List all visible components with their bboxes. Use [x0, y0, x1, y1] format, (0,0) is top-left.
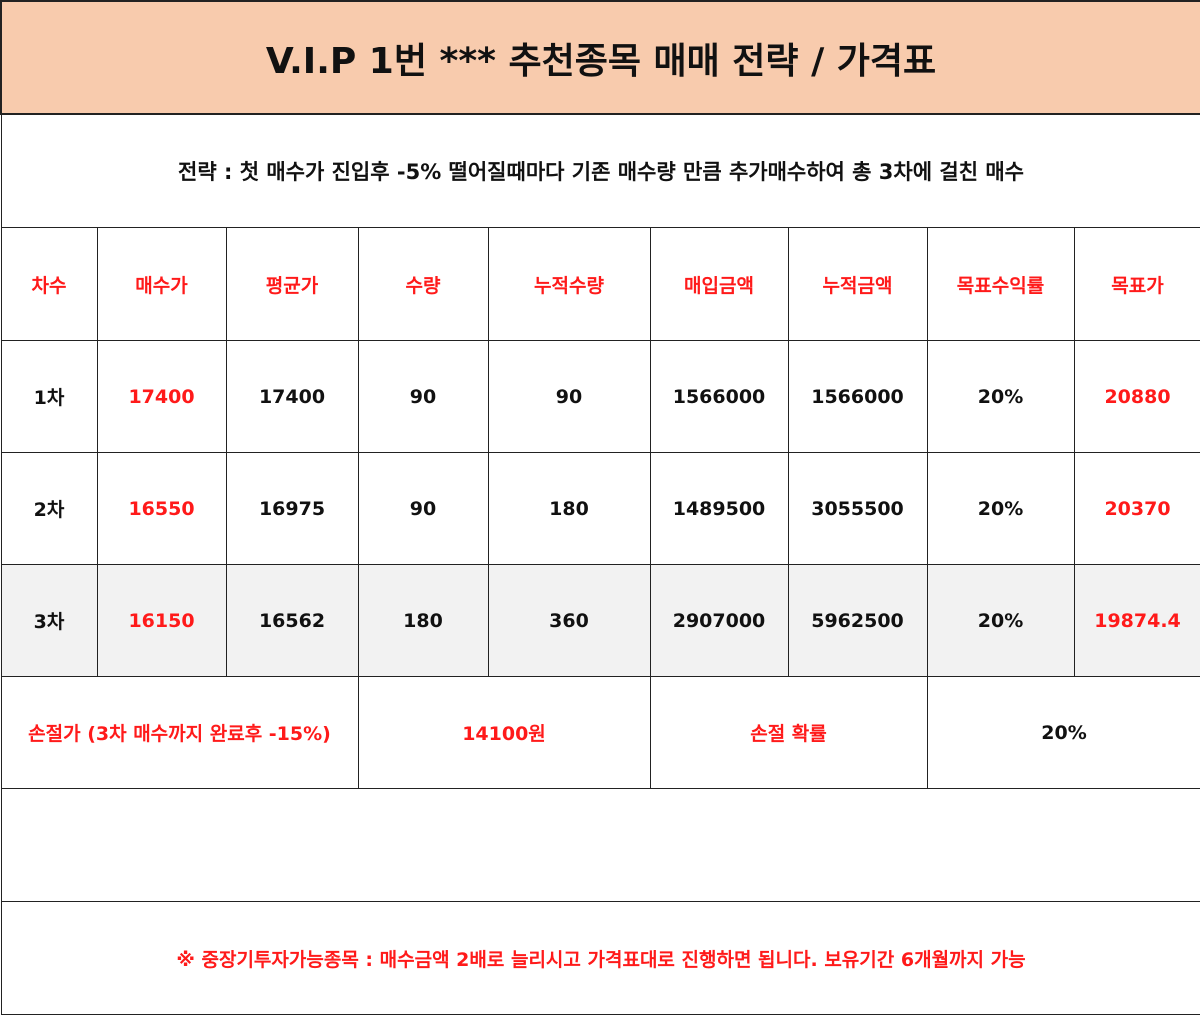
cell-qty: 90: [357, 452, 489, 565]
cell-cum-amount: 5962500: [787, 564, 928, 677]
cell-cum-amount: 3055500: [787, 452, 928, 565]
stoploss-prob-label: 손절 확률: [649, 676, 928, 789]
cell-buy-price: 17400: [96, 340, 227, 453]
cell-amount: 1566000: [649, 340, 789, 453]
table-row: 1차 17400 17400 90 90 1566000 1566000 20%…: [0, 340, 1200, 453]
header-cell: 누적수량: [487, 227, 651, 341]
header-cell: 누적금액: [787, 227, 928, 341]
cell-round: 3차: [0, 564, 98, 677]
strategy-text: 전략 : 첫 매수가 진입후 -5% 떨어질때마다 기존 매수량 만큼 추가매수…: [0, 113, 1200, 228]
stoploss-price: 14100원: [357, 676, 651, 789]
cell-amount: 1489500: [649, 452, 789, 565]
cell-target-price: 20880: [1073, 340, 1200, 453]
stoploss-prob-value: 20%: [926, 676, 1200, 789]
table-row: 3차 16150 16562 180 360 2907000 5962500 2…: [0, 564, 1200, 677]
stoploss-row: 손절가 (3차 매수까지 완료후 -15%) 14100원 손절 확률 20%: [0, 676, 1200, 789]
cell-target-price: 20370: [1073, 452, 1200, 565]
cell-target-rate: 20%: [926, 452, 1075, 565]
header-cell: 목표가: [1073, 227, 1200, 341]
cell-target-rate: 20%: [926, 340, 1075, 453]
table-row: 2차 16550 16975 90 180 1489500 3055500 20…: [0, 452, 1200, 565]
cell-avg-price: 16975: [225, 452, 359, 565]
header-cell: 차수: [0, 227, 98, 341]
cell-cum-amount: 1566000: [787, 340, 928, 453]
header-cell: 평균가: [225, 227, 359, 341]
header-row: 차수 매수가 평균가 수량 누적수량 매입금액 누적금액 목표수익률 목표가: [0, 227, 1200, 341]
cell-buy-price: 16550: [96, 452, 227, 565]
stoploss-label: 손절가 (3차 매수까지 완료후 -15%): [0, 676, 359, 789]
cell-buy-price: 16150: [96, 564, 227, 677]
header-cell: 목표수익률: [926, 227, 1075, 341]
page-title: V.I.P 1번 *** 추천종목 매매 전략 / 가격표: [0, 0, 1200, 115]
cell-target-price: 19874.4: [1073, 564, 1200, 677]
header-cell: 매입금액: [649, 227, 789, 341]
cell-avg-price: 16562: [225, 564, 359, 677]
header-cell: 수량: [357, 227, 489, 341]
cell-round: 2차: [0, 452, 98, 565]
cell-cum-qty: 180: [487, 452, 651, 565]
cell-qty: 180: [357, 564, 489, 677]
cell-target-rate: 20%: [926, 564, 1075, 677]
footer-note: ※ 중장기투자가능종목 : 매수금액 2배로 늘리시고 가격표대로 진행하면 됩…: [0, 901, 1200, 1015]
header-cell: 매수가: [96, 227, 227, 341]
cell-qty: 90: [357, 340, 489, 453]
cell-amount: 2907000: [649, 564, 789, 677]
cell-avg-price: 17400: [225, 340, 359, 453]
cell-cum-qty: 90: [487, 340, 651, 453]
cell-cum-qty: 360: [487, 564, 651, 677]
empty-row: [0, 788, 1200, 902]
cell-round: 1차: [0, 340, 98, 453]
